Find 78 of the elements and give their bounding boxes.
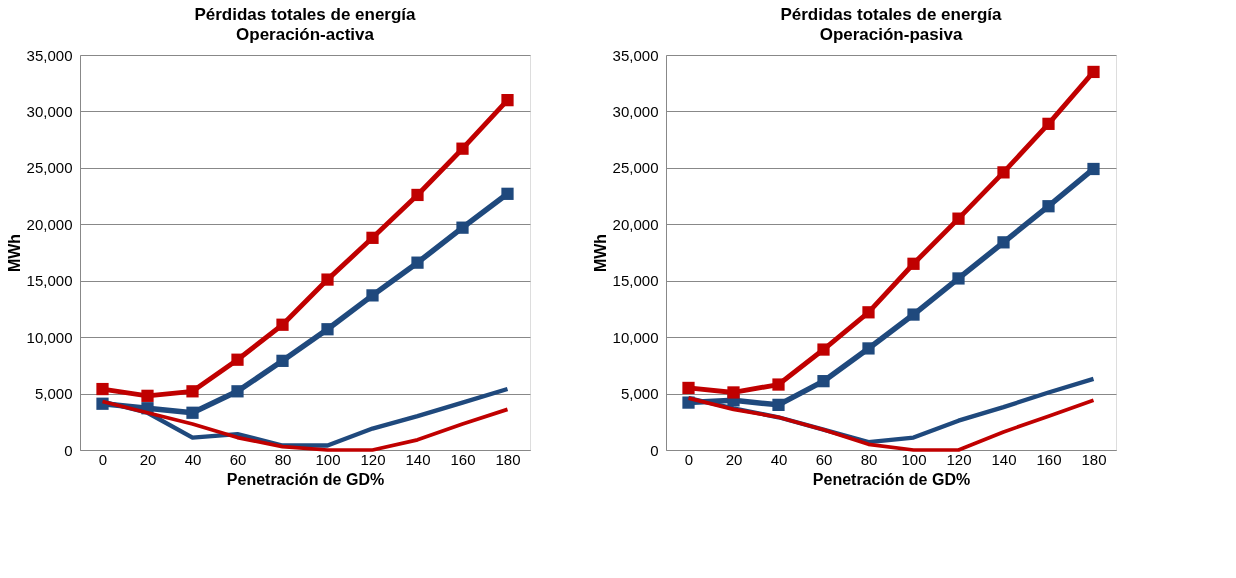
point (366, 289, 379, 302)
point (997, 236, 1010, 249)
x-tick-label: 100 (315, 450, 341, 468)
y-tick-label: 25,000 (26, 159, 73, 177)
x-tick-label: 180 (495, 450, 521, 468)
point (186, 385, 199, 398)
x-tick-label: 0 (684, 450, 694, 468)
x-tick-label: 0 (98, 450, 108, 468)
x-tick-label: 160 (1036, 450, 1062, 468)
y-tick-label: 25,000 (612, 159, 659, 177)
chart-title: Pérdidas totales de energía (194, 5, 417, 24)
point (997, 166, 1010, 179)
chart-subtitle: Operación-pasiva (819, 25, 963, 44)
y-tick-label: 5,000 (34, 385, 73, 403)
point (141, 389, 154, 402)
point (411, 256, 424, 269)
point (817, 343, 830, 356)
y-axis-title: MWh (591, 233, 609, 273)
point (862, 342, 875, 355)
point (231, 353, 244, 366)
x-tick-label: 140 (991, 450, 1017, 468)
point (456, 142, 469, 155)
x-tick-label: 120 (360, 450, 386, 468)
y-tick-label: 15,000 (26, 272, 73, 290)
chart-title: Pérdidas totales de energía (780, 5, 1003, 24)
point (276, 354, 289, 367)
y-tick-label: 30,000 (612, 102, 659, 120)
y-tick-label: 35,000 (612, 46, 659, 64)
x-tick-label: 140 (405, 450, 431, 468)
point (952, 272, 965, 285)
x-tick-label: 120 (946, 450, 972, 468)
point (321, 323, 334, 336)
point (186, 406, 199, 419)
point (366, 231, 379, 244)
x-tick-label: 100 (901, 450, 927, 468)
x-tick-label: 60 (229, 450, 247, 468)
point (1087, 65, 1100, 79)
point (727, 386, 740, 399)
y-axis-title: MWh (5, 233, 23, 273)
y-tick-label: 10,000 (26, 328, 73, 346)
point (772, 378, 785, 391)
point (231, 385, 244, 398)
x-tick-label: 40 (770, 450, 788, 468)
y-tick-label: 15,000 (612, 272, 659, 290)
point (96, 382, 109, 396)
y-tick-label: 10,000 (612, 328, 659, 346)
point (1087, 162, 1100, 176)
point (411, 188, 424, 202)
point (907, 308, 920, 321)
x-axis-title: Penetración de GD% (226, 470, 385, 488)
y-tick-label: 5,000 (620, 385, 659, 403)
point (862, 306, 875, 319)
y-tick-label: 30,000 (26, 102, 73, 120)
point (321, 273, 334, 286)
x-tick-label: 80 (860, 450, 878, 468)
y-tick-label: 20,000 (612, 215, 659, 233)
y-tick-label: 20,000 (26, 215, 73, 233)
chart-subtitle: Operación-activa (236, 25, 375, 44)
point (772, 398, 785, 411)
point (276, 318, 289, 331)
x-axis-title: Penetración de GD% (812, 470, 971, 488)
point (1042, 117, 1055, 130)
x-tick-label: 60 (815, 450, 833, 468)
point (952, 212, 965, 225)
point (817, 375, 830, 388)
point (1042, 200, 1055, 213)
x-tick-label: 180 (1081, 450, 1107, 468)
x-tick-label: 20 (139, 450, 157, 468)
point (501, 94, 514, 107)
point (907, 257, 920, 270)
y-tick-label: 35,000 (26, 46, 73, 64)
point (501, 187, 514, 200)
x-tick-label: 40 (184, 450, 202, 468)
point (682, 381, 695, 395)
point (456, 221, 469, 234)
x-tick-label: 160 (450, 450, 476, 468)
x-tick-label: 80 (274, 450, 292, 468)
x-tick-label: 20 (725, 450, 743, 468)
